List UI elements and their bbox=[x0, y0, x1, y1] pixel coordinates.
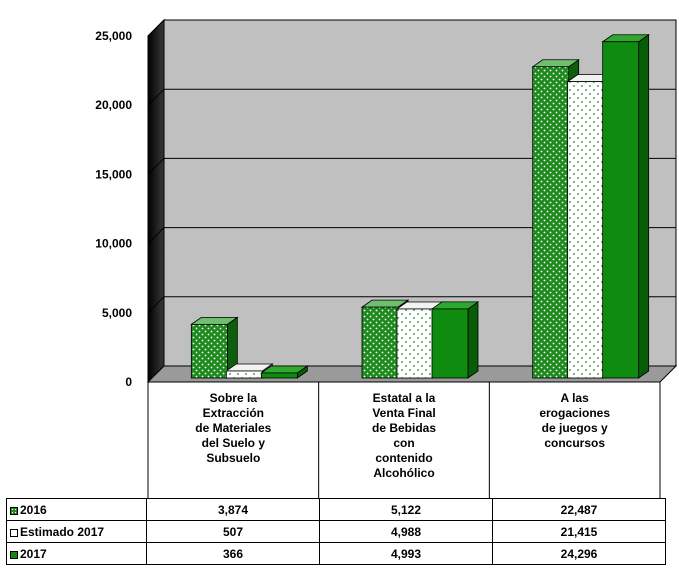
series-label: Estimado 2017 bbox=[6, 520, 147, 543]
bar-side bbox=[467, 301, 479, 379]
bar-side bbox=[638, 33, 650, 379]
side-wall bbox=[147, 18, 165, 384]
gridline-side bbox=[147, 19, 165, 37]
legend-swatch bbox=[10, 528, 18, 537]
bar-front bbox=[361, 306, 399, 379]
table-cell: 507 bbox=[146, 520, 320, 543]
bar-front bbox=[431, 308, 469, 379]
y-tick-label: 5,000 bbox=[102, 306, 132, 320]
series-name: 2016 bbox=[20, 502, 47, 517]
category-label: A las erogaciones de juegos y concursos bbox=[539, 391, 610, 450]
category-labels: Sobre la Extracción de Materiales del Suelo… bbox=[147, 382, 661, 498]
legend-swatch bbox=[10, 506, 18, 515]
bar-front bbox=[602, 41, 640, 379]
gridline-side bbox=[147, 296, 165, 314]
bar-front bbox=[190, 323, 228, 379]
bar-front bbox=[225, 370, 263, 379]
gridline-side bbox=[147, 158, 165, 175]
y-tick-label: 0 bbox=[125, 375, 132, 389]
series-label: 2017 bbox=[6, 542, 147, 565]
table-cell: 22,487 bbox=[492, 498, 666, 521]
series-label: 2016 bbox=[6, 498, 147, 521]
y-axis: 0 5,000 10,000 15,000 20,000 25,000 bbox=[95, 29, 132, 389]
table-cell: 4,993 bbox=[319, 542, 493, 565]
table-cell: 24,296 bbox=[492, 542, 666, 565]
series-name: Estimado 2017 bbox=[20, 524, 105, 539]
table-cell: 3,874 bbox=[146, 498, 320, 521]
y-tick-label: 10,000 bbox=[95, 237, 132, 251]
bar-2017 bbox=[601, 33, 650, 379]
y-tick-label: 20,000 bbox=[95, 98, 132, 112]
bar-2017 bbox=[260, 365, 309, 379]
bar-front bbox=[260, 372, 298, 379]
table-cell: 5,122 bbox=[319, 498, 493, 521]
bars bbox=[190, 33, 650, 379]
table-cell: 21,415 bbox=[492, 520, 666, 543]
series-name: 2017 bbox=[20, 546, 47, 561]
bar-2016 bbox=[190, 316, 239, 379]
bar-front bbox=[532, 66, 570, 379]
legend-swatch bbox=[10, 550, 18, 559]
table-row: 2016 3,874 5,122 22,487 bbox=[6, 498, 666, 521]
gridline-side bbox=[147, 227, 165, 244]
bar-2017 bbox=[430, 301, 480, 379]
category-label: Estatal a la Venta Final de Bebidas con cont… bbox=[372, 391, 436, 480]
bar-front bbox=[567, 81, 605, 379]
data-table: 2016 3,874 5,122 22,487 Estimado 2017 507 4,98… bbox=[6, 498, 666, 565]
category-label: Sobre la Extracción de Materiales del Suelo… bbox=[195, 391, 271, 465]
y-tick-label: 25,000 bbox=[95, 29, 132, 43]
table-cell: 366 bbox=[146, 542, 320, 565]
table-row: Estimado 2017 507 4,988 21,415 bbox=[6, 520, 666, 543]
y-tick-label: 15,000 bbox=[95, 167, 132, 181]
bar-front bbox=[396, 308, 434, 379]
table-cell: 4,988 bbox=[319, 520, 493, 543]
gridline-side bbox=[147, 88, 165, 106]
table-row: 2017 366 4,993 24,296 bbox=[6, 542, 666, 565]
